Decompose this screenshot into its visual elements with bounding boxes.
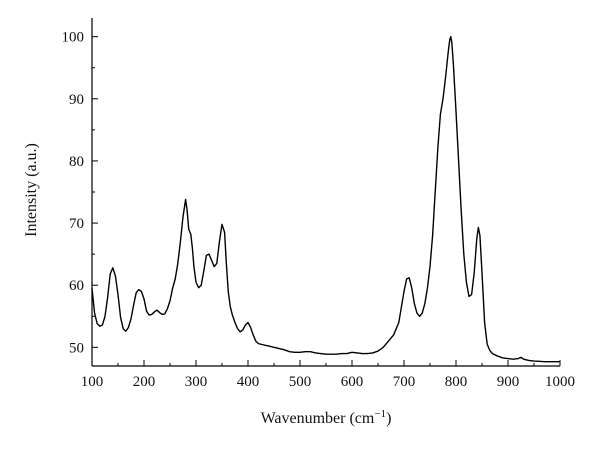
- x-tick-label: 400: [237, 374, 260, 390]
- y-axis-title: Intensity (a.u.): [23, 143, 40, 237]
- y-tick-label: 90: [69, 92, 84, 108]
- x-axis-title: Wavenumber (cm−1): [261, 408, 392, 427]
- y-tick-label: 100: [62, 30, 85, 46]
- x-tick-label: 300: [185, 374, 208, 390]
- x-tick-label: 200: [133, 374, 156, 390]
- x-tick-label: 1000: [545, 374, 575, 390]
- y-tick-label: 60: [69, 278, 84, 294]
- x-tick-label: 700: [393, 374, 416, 390]
- x-tick-label: 800: [445, 374, 468, 390]
- x-axis-title-main: Wavenumber (cm: [261, 410, 375, 427]
- x-tick-label: 900: [497, 374, 520, 390]
- x-tick-label: 500: [289, 374, 312, 390]
- spectrum-line: [91, 35, 560, 363]
- x-axis-title-suffix: ): [386, 410, 391, 427]
- x-axis-title-superscript: −1: [374, 408, 386, 420]
- x-tick-label: 600: [341, 374, 364, 390]
- y-tick-label: 70: [69, 216, 84, 232]
- x-tick-label: 100: [81, 374, 104, 390]
- y-tick-label: 50: [69, 340, 84, 356]
- y-tick-label: 80: [69, 154, 84, 170]
